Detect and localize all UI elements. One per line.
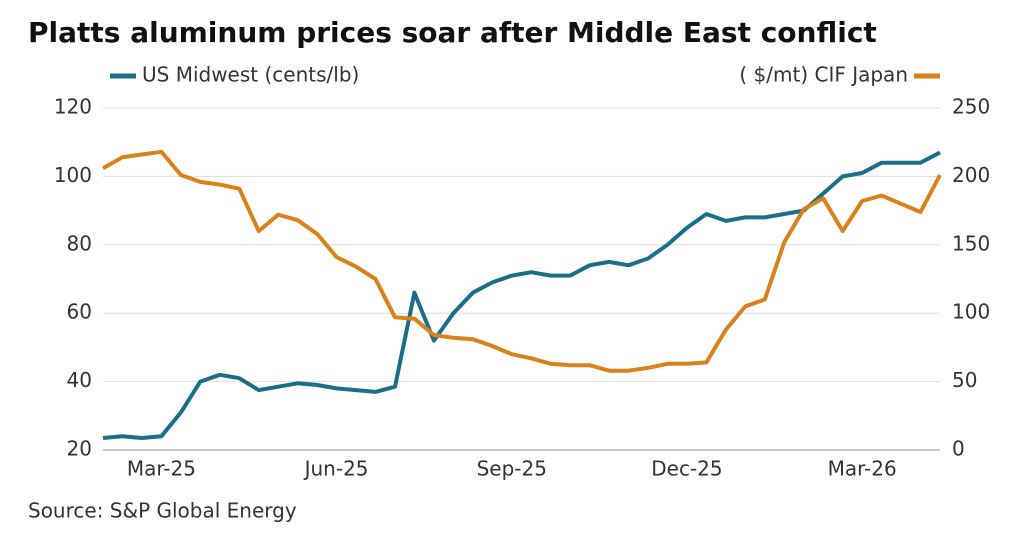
x-tick-label: Dec-25 [651,457,722,481]
y-tick-label: 60 [67,300,92,324]
y2-tick-label: 50 [952,368,977,392]
series-line [102,150,941,440]
y2-tick-label: 100 [952,300,990,324]
x-tick-label: Sep-25 [477,457,547,481]
y-tick-label: 40 [67,368,92,392]
y2-tick-label: 250 [952,95,990,119]
y2-tick-label: 0 [952,437,965,461]
y-tick-label: 20 [67,437,92,461]
y-tick-label: 80 [67,231,92,255]
legend-label: US Midwest (cents/lb) [142,63,359,87]
chart-title: Platts aluminum prices soar after Middle… [28,16,877,49]
x-tick-label: Jun-25 [303,457,369,481]
y2-tick-label: 200 [952,163,990,187]
legend-label: ( $/mt) CIF Japan [739,63,908,87]
x-tick-label: Mar-26 [828,457,897,481]
series-line [102,149,942,373]
y-tick-label: 120 [54,95,92,119]
y2-tick-label: 150 [952,231,990,255]
source: Source: S&P Global Energy [28,499,297,523]
x-tick-label: Mar-25 [127,457,196,481]
y-tick-label: 100 [54,163,92,187]
